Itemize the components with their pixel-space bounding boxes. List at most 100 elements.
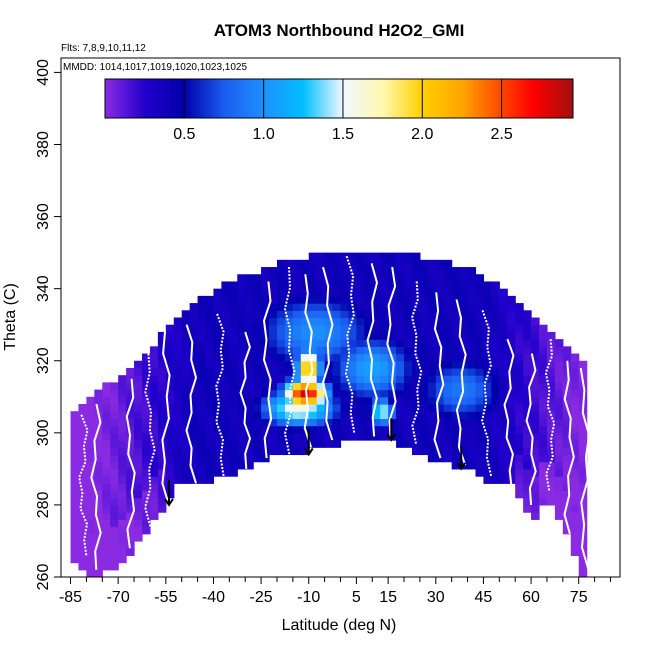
heatmap-cell (404, 425, 413, 434)
heatmap-cell (316, 252, 326, 261)
heatmap-cell (546, 331, 556, 340)
heatmap-cell (205, 324, 215, 333)
heatmap-cell (396, 252, 405, 261)
heatmap-cell (253, 404, 262, 412)
heatmap-cell (419, 346, 429, 355)
heatmap-cell (562, 432, 572, 441)
heatmap-cell (459, 432, 469, 441)
heatmap-cell (261, 367, 270, 376)
heatmap-cell (404, 375, 413, 383)
heatmap-cell (483, 303, 492, 311)
heatmap-cell (213, 367, 222, 376)
heatmap-cell (372, 353, 381, 362)
heatmap-cell (134, 375, 143, 383)
heatmap-cell (570, 418, 580, 427)
heatmap-cell (515, 360, 524, 369)
heatmap-cell (475, 432, 485, 441)
heatmap-cell (554, 504, 564, 513)
heatmap-cell (205, 360, 215, 369)
heatmap-cell (443, 267, 453, 275)
heatmap-cell (332, 339, 342, 347)
heatmap-cell (126, 483, 135, 492)
heatmap-cell (451, 432, 461, 441)
heatmap-cell (78, 404, 88, 412)
heatmap-cell (94, 512, 103, 520)
heatmap-cell (578, 389, 588, 398)
heatmap-cell (348, 367, 357, 376)
heatmap-cell (570, 353, 580, 362)
heatmap-cell (316, 281, 326, 290)
heatmap-cell (396, 310, 405, 319)
heatmap-cell (126, 512, 135, 520)
heatmap-cell (578, 483, 588, 492)
colorbar-tick-label: 2.0 (411, 126, 433, 143)
x-tick-label: -70 (107, 589, 130, 606)
heatmap-cell (396, 324, 405, 333)
heatmap-cell (165, 389, 175, 398)
heatmap-cell (531, 454, 540, 463)
heatmap-cell (118, 404, 127, 412)
heatmap-cell (380, 432, 389, 441)
heatmap-cell (253, 447, 262, 456)
heatmap-cell (70, 425, 80, 434)
heatmap-cell (531, 411, 540, 420)
heatmap-cell (70, 555, 80, 564)
heatmap-cell (562, 411, 572, 420)
heatmap-cell (419, 324, 429, 333)
heatmap-cell (459, 447, 469, 456)
heatmap-cell (149, 425, 159, 434)
flight-profile (322, 266, 334, 441)
axes: -85 -70 -55 -40 -25 -10 5 15 30 45 60 7526028030032… (35, 59, 611, 606)
heatmap-cell (134, 411, 143, 420)
heatmap-cell (451, 360, 461, 369)
heatmap-cell (411, 360, 421, 369)
heatmap-cell (443, 281, 453, 290)
heatmap-cell (443, 382, 453, 391)
heatmap-cell (467, 396, 477, 405)
heatmap-cell (531, 512, 540, 520)
heatmap-cell (134, 389, 143, 398)
marker-arrow (456, 447, 467, 471)
heatmap-cell (404, 288, 413, 297)
heatmap-cell (443, 396, 453, 405)
heatmap-cell (515, 461, 524, 470)
x-tick-label: 30 (427, 589, 445, 606)
heatmap-cell (300, 259, 310, 268)
heatmap-cell (475, 288, 485, 297)
heatmap-cell (435, 295, 445, 304)
heatmap-cell (157, 425, 167, 434)
heatmap-cell (523, 483, 532, 492)
heatmap-cell (554, 367, 564, 376)
heatmap-cell (141, 468, 151, 477)
heatmap-cell (340, 367, 350, 376)
heatmap-cell (435, 317, 445, 326)
heatmap-cell (229, 447, 238, 456)
heatmap-cell (507, 367, 516, 376)
heatmap-cell (515, 454, 524, 463)
heatmap-cell (261, 353, 270, 362)
heatmap-cell (531, 317, 540, 326)
heatmap-cell (245, 396, 254, 405)
heatmap-cell (149, 476, 159, 484)
heatmap-cell (102, 504, 111, 513)
heatmap-cell (78, 504, 88, 513)
heatmap-cell (292, 447, 302, 456)
heatmap-cell (165, 339, 175, 347)
heatmap-cell (86, 440, 95, 448)
heatmap-cell (475, 303, 485, 311)
heatmap-cell (419, 411, 429, 420)
heatmap-cell (173, 353, 183, 362)
heatmap-cell (189, 353, 199, 362)
heatmap-cell (388, 418, 397, 427)
heatmap-cell (118, 490, 127, 499)
heatmap-cell (356, 267, 365, 275)
heatmap-cell (102, 389, 111, 398)
heatmap-cell (475, 404, 485, 412)
heatmap-cell (253, 367, 262, 376)
heatmap-cell (539, 483, 548, 492)
heatmap-cell (102, 483, 111, 492)
heatmap-cell (221, 468, 230, 477)
heatmap-cell (507, 317, 516, 326)
heatmap-cell (475, 360, 485, 369)
heatmap-cell (388, 317, 397, 326)
